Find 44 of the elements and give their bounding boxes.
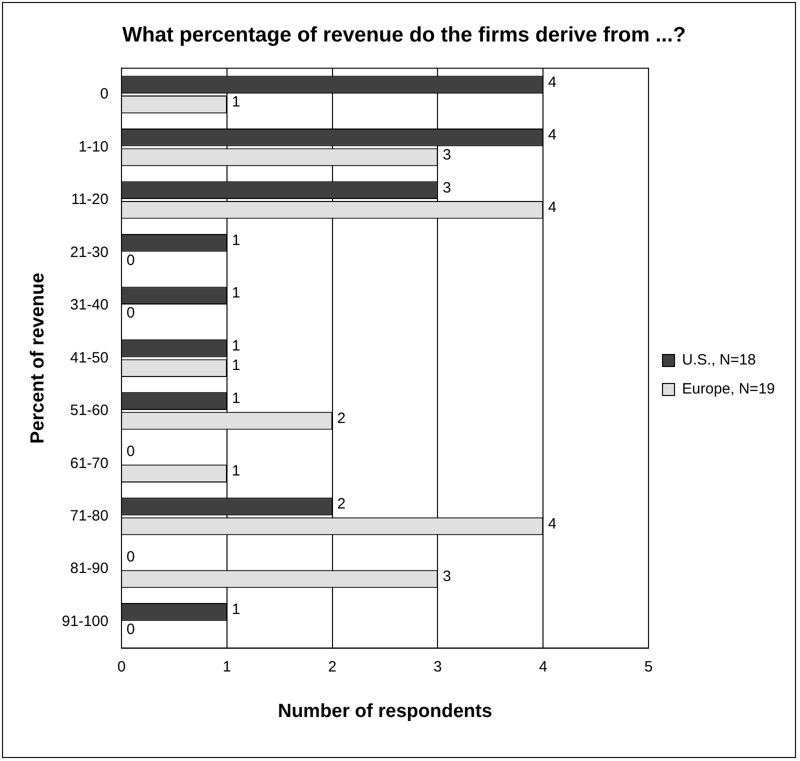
y-tick-label: 41-50 <box>70 349 109 366</box>
y-tick-label: 51-60 <box>70 402 109 420</box>
y-tick-label: 31-40 <box>70 296 109 314</box>
data-label: 3 <box>442 179 452 196</box>
legend-label: Europe, N=19 <box>682 380 776 398</box>
data-label: 2 <box>337 410 346 427</box>
x-tick-label: 5 <box>644 658 653 676</box>
data-label: 4 <box>548 126 556 144</box>
data-label: 1 <box>232 462 240 480</box>
legend-label: U.S., N=18 <box>682 352 756 369</box>
x-tick-label: 2 <box>328 658 336 676</box>
data-label: 4 <box>548 74 556 91</box>
data-label: 0 <box>126 620 135 638</box>
data-label: 1 <box>232 601 240 618</box>
data-label: 0 <box>126 548 135 566</box>
y-tick-label: 91-100 <box>62 612 109 630</box>
data-label: 1 <box>232 390 240 408</box>
y-tick-label: 0 <box>100 86 109 103</box>
data-label: 1 <box>232 284 240 302</box>
data-label: 0 <box>126 304 135 322</box>
data-label: 1 <box>232 232 240 249</box>
data-label: 0 <box>126 442 135 460</box>
y-tick-label: 11-20 <box>71 191 109 208</box>
chart-title: What percentage of revenue do the firms derive from ...? <box>122 23 686 46</box>
y-tick-label: 81-90 <box>70 560 109 578</box>
data-label: 0 <box>126 252 135 269</box>
data-label: 3 <box>442 146 452 164</box>
y-axis-title: Percent of revenue <box>28 272 49 444</box>
y-tick-label: 21-30 <box>70 244 109 261</box>
x-tick-label: 0 <box>117 658 126 676</box>
x-tick-label: 1 <box>222 658 232 676</box>
x-tick-label: 3 <box>434 658 442 676</box>
data-label: 4 <box>548 199 556 216</box>
data-label: 1 <box>232 94 240 111</box>
data-label: 4 <box>548 515 556 532</box>
x-axis-title: Number of respondents <box>278 700 492 722</box>
y-tick-label: 71-80 <box>70 508 109 525</box>
data-label: 1 <box>232 357 240 374</box>
data-label: 2 <box>337 496 346 513</box>
y-tick-label: 61-70 <box>70 454 109 472</box>
data-label: 1 <box>232 337 240 354</box>
x-tick-label: 4 <box>538 658 548 676</box>
data-label: 3 <box>442 568 452 586</box>
y-tick-label: 1-10 <box>78 138 109 156</box>
